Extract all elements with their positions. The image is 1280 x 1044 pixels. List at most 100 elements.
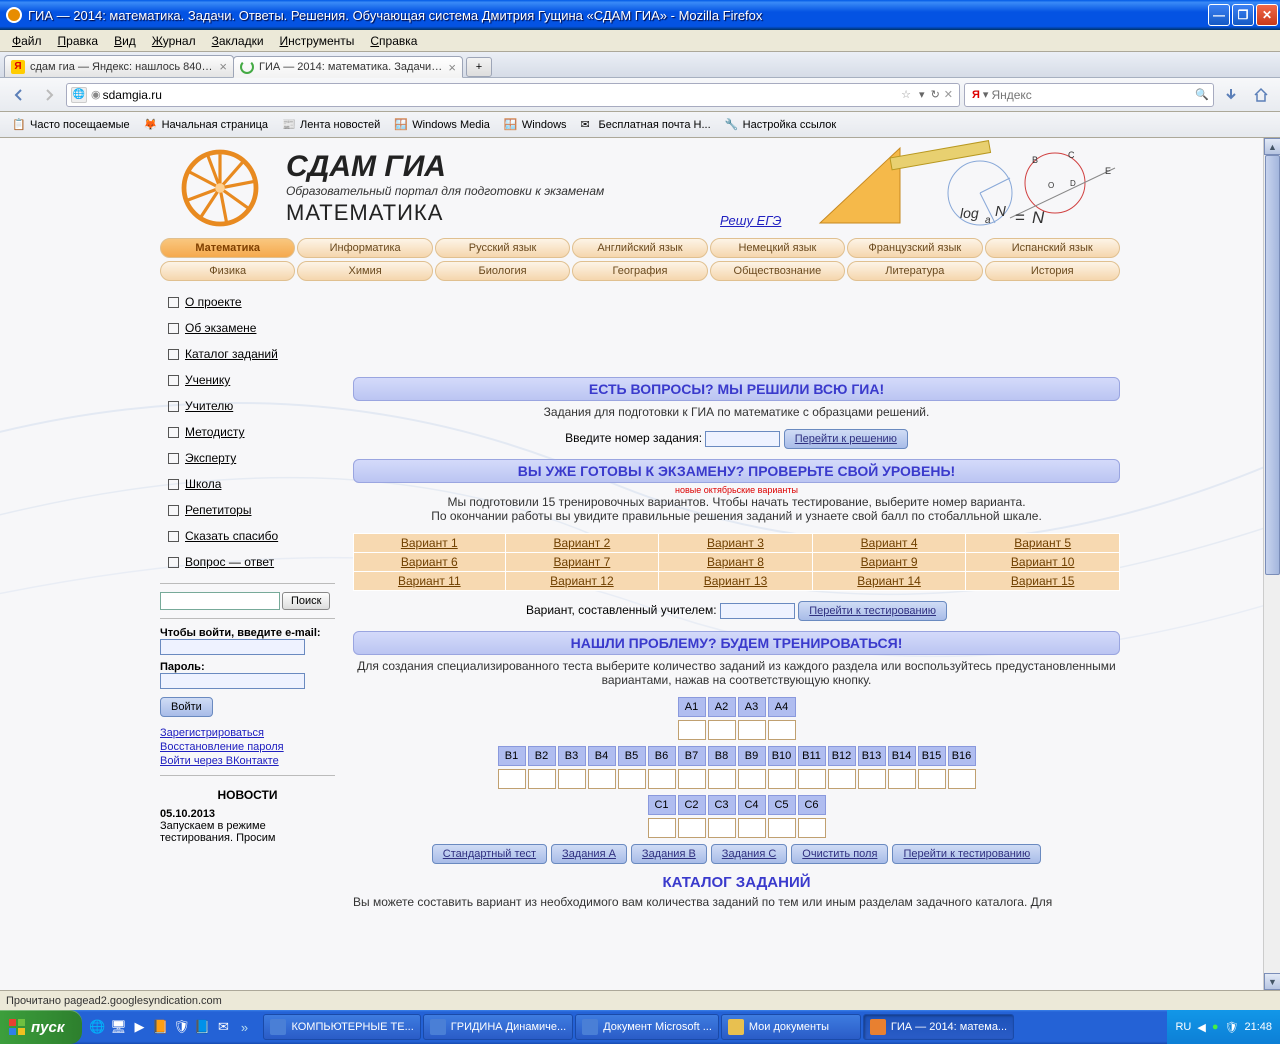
class-input[interactable] (558, 769, 586, 789)
search-dropdown-icon[interactable]: ▾ (983, 88, 989, 101)
subject-tab[interactable]: История (985, 261, 1120, 281)
leftmenu-link[interactable]: Методисту (185, 425, 245, 439)
browser-tab[interactable]: ГИА — 2014: математика. Задачи. Отв...× (233, 56, 463, 78)
variant-link[interactable]: Вариант 5 (1014, 536, 1071, 550)
leftmenu-link[interactable]: Ученику (185, 373, 230, 387)
subject-tab[interactable]: География (572, 261, 707, 281)
variant-link[interactable]: Вариант 11 (398, 574, 461, 588)
class-input[interactable] (738, 720, 766, 740)
subject-tab[interactable]: Литература (847, 261, 982, 281)
subject-tab[interactable]: Физика (160, 261, 295, 281)
class-input[interactable] (738, 818, 766, 838)
feed-icon[interactable]: ☆ (901, 88, 911, 101)
class-input[interactable] (768, 720, 796, 740)
vertical-scrollbar[interactable]: ▲ ▼ (1263, 138, 1280, 990)
action-button[interactable]: Перейти к тестированию (892, 844, 1041, 864)
variant-link[interactable]: Вариант 12 (550, 574, 614, 588)
class-input[interactable] (648, 818, 676, 838)
subject-tab[interactable]: Испанский язык (985, 238, 1120, 258)
variant-link[interactable]: Вариант 6 (401, 555, 458, 569)
menu-Правка[interactable]: Правка (50, 32, 107, 50)
tray-lang[interactable]: RU (1175, 1021, 1191, 1033)
action-button[interactable]: Задания B (631, 844, 707, 864)
sidebar-search-input[interactable] (160, 592, 280, 610)
class-input[interactable] (948, 769, 976, 789)
class-input[interactable] (678, 720, 706, 740)
leftmenu-link[interactable]: Школа (185, 477, 221, 491)
leftmenu-link[interactable]: Вопрос — ответ (185, 555, 274, 569)
tray-icon-1[interactable]: ◀ (1197, 1021, 1205, 1034)
ql-expand-icon[interactable]: » (235, 1018, 253, 1036)
dropdown-icon[interactable]: ▾ (919, 88, 925, 101)
ql-desktop-icon[interactable]: 🖥 (109, 1018, 127, 1036)
ql-ie-icon[interactable]: 🌐 (88, 1018, 106, 1036)
stop-icon[interactable]: ✕ (944, 88, 953, 101)
subject-tab[interactable]: Русский язык (435, 238, 570, 258)
subject-tab[interactable]: Обществознание (710, 261, 845, 281)
tray-icon-3[interactable]: 🛡 (1225, 1021, 1239, 1034)
subject-tab[interactable]: Французский язык (847, 238, 982, 258)
searchbar-input[interactable] (991, 88, 1195, 102)
menu-Вид[interactable]: Вид (106, 32, 144, 50)
class-input[interactable] (648, 769, 676, 789)
search-go-icon[interactable]: 🔍 (1195, 88, 1209, 101)
leftmenu-link[interactable]: Сказать спасибо (185, 529, 278, 543)
class-input[interactable] (618, 769, 646, 789)
class-input[interactable] (798, 769, 826, 789)
login-email-input[interactable] (160, 639, 305, 655)
subject-tab[interactable]: Биология (435, 261, 570, 281)
action-button[interactable]: Очистить поля (791, 844, 888, 864)
class-input[interactable] (888, 769, 916, 789)
scroll-up-icon[interactable]: ▲ (1264, 138, 1280, 155)
class-input[interactable] (498, 769, 526, 789)
site-identity-icon[interactable]: 🌐 (71, 87, 87, 103)
teacher-variant-input[interactable] (720, 603, 795, 619)
maximize-button[interactable]: ❐ (1232, 4, 1254, 26)
back-button[interactable] (6, 82, 32, 108)
bookmark-item[interactable]: 🔧Настройка ссылок (719, 116, 843, 134)
variant-link[interactable]: Вариант 14 (857, 574, 921, 588)
tray-icon-2[interactable]: ● (1212, 1021, 1219, 1033)
action-button[interactable]: Задания A (551, 844, 627, 864)
bookmark-item[interactable]: 📰Лента новостей (276, 116, 386, 134)
variant-link[interactable]: Вариант 15 (1011, 574, 1075, 588)
subject-tab[interactable]: Информатика (297, 238, 432, 258)
class-input[interactable] (768, 818, 796, 838)
leftmenu-link[interactable]: Репетиторы (185, 503, 251, 517)
class-input[interactable] (798, 818, 826, 838)
leftmenu-link[interactable]: Каталог заданий (185, 347, 278, 361)
class-input[interactable] (588, 769, 616, 789)
url-bar[interactable]: 🌐 ◉ ☆ ▾ ↻ ✕ (66, 83, 960, 107)
subject-tab[interactable]: Математика (160, 238, 295, 258)
action-button[interactable]: Задания C (711, 844, 787, 864)
variant-link[interactable]: Вариант 8 (707, 555, 764, 569)
class-input[interactable] (828, 769, 856, 789)
class-input[interactable] (918, 769, 946, 789)
variant-link[interactable]: Вариант 10 (1011, 555, 1075, 569)
forward-button[interactable] (36, 82, 62, 108)
subject-tab[interactable]: Химия (297, 261, 432, 281)
subject-tab[interactable]: Английский язык (572, 238, 707, 258)
bookmark-item[interactable]: ✉Бесплатная почта H... (575, 116, 717, 134)
ql-icon-7[interactable]: ✉ (214, 1018, 232, 1036)
close-button[interactable]: ✕ (1256, 4, 1278, 26)
login-button[interactable]: Войти (160, 697, 213, 717)
leftmenu-link[interactable]: Эксперту (185, 451, 236, 465)
variant-link[interactable]: Вариант 13 (704, 574, 768, 588)
bookmark-item[interactable]: 🪟Windows Media (388, 116, 496, 134)
variant-link[interactable]: Вариант 9 (861, 555, 918, 569)
goto-solution-button[interactable]: Перейти к решению (784, 429, 908, 449)
variant-link[interactable]: Вариант 3 (707, 536, 764, 550)
login-link[interactable]: Войти через ВКонтакте (160, 755, 335, 767)
menu-Закладки[interactable]: Закладки (204, 32, 272, 50)
url-input[interactable] (103, 88, 898, 102)
taskbar-item[interactable]: Мои документы (721, 1014, 861, 1040)
login-pass-input[interactable] (160, 673, 305, 689)
downloads-button[interactable] (1218, 82, 1244, 108)
leftmenu-link[interactable]: Об экзамене (185, 321, 256, 335)
bookmark-item[interactable]: 🪟Windows (498, 116, 573, 134)
sidebar-search-button[interactable]: Поиск (282, 592, 330, 610)
class-input[interactable] (678, 818, 706, 838)
tab-close-icon[interactable]: × (448, 60, 456, 75)
action-button[interactable]: Стандартный тест (432, 844, 547, 864)
